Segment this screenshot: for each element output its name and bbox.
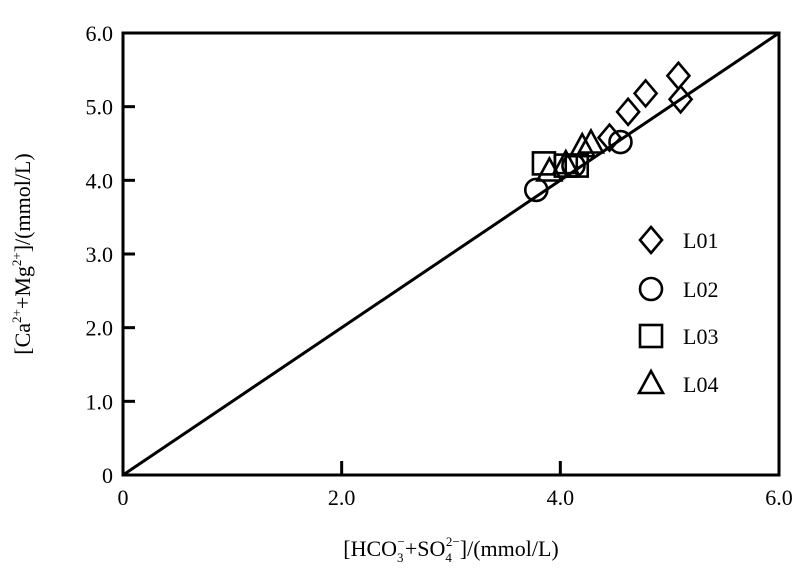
legend-l01-marker [638, 224, 664, 256]
legend-l03-marker [638, 323, 664, 349]
l04-point [568, 131, 597, 158]
x-tick-label: 6.0 [765, 485, 793, 510]
legend-l03-label: L03 [683, 324, 718, 349]
legend-l01-label: L01 [683, 228, 718, 253]
l04-point [551, 148, 580, 175]
legend-l02-marker [638, 276, 664, 302]
data-points [523, 60, 694, 203]
y-tick-label: 6.0 [86, 21, 114, 46]
legend-l02-label: L02 [683, 277, 718, 302]
legend-l04-marker [636, 368, 666, 395]
legend-l04-label: L04 [683, 372, 718, 397]
l01-point [665, 60, 692, 91]
y-tick-label: 4.0 [86, 168, 114, 193]
l01-point [596, 122, 623, 153]
y-tick-label: 1.0 [86, 389, 114, 414]
y-tick-label: 3.0 [86, 242, 114, 267]
x-axis-ticks: 0 2.0 4.0 6.0 [118, 461, 793, 510]
y-tick-label: 0 [102, 463, 113, 488]
l03-point [564, 153, 590, 178]
x-tick-label: 2.0 [328, 485, 356, 510]
l01-point [667, 84, 694, 115]
l04-point [576, 127, 606, 154]
y-axis-title: [Ca2++Mg2+]/(mmol/L) [9, 153, 35, 354]
y-axis-ticks: 0 1.0 2.0 3.0 4.0 5.0 6.0 [86, 21, 135, 488]
l01-point [632, 78, 659, 109]
x-tick-label: 4.0 [547, 485, 575, 510]
x-axis-title: [HCO3−+SO42−]/(mmol/L) [343, 534, 558, 565]
y-tick-label: 2.0 [86, 316, 114, 341]
legend: L01 L02 L03 L04 [636, 224, 718, 397]
x-tick-label: 0 [118, 485, 129, 510]
l01-point [615, 96, 641, 127]
l02-point [523, 177, 549, 203]
one-to-one-line [122, 31, 780, 477]
y-tick-label: 5.0 [86, 95, 114, 120]
l02-point [608, 129, 633, 155]
